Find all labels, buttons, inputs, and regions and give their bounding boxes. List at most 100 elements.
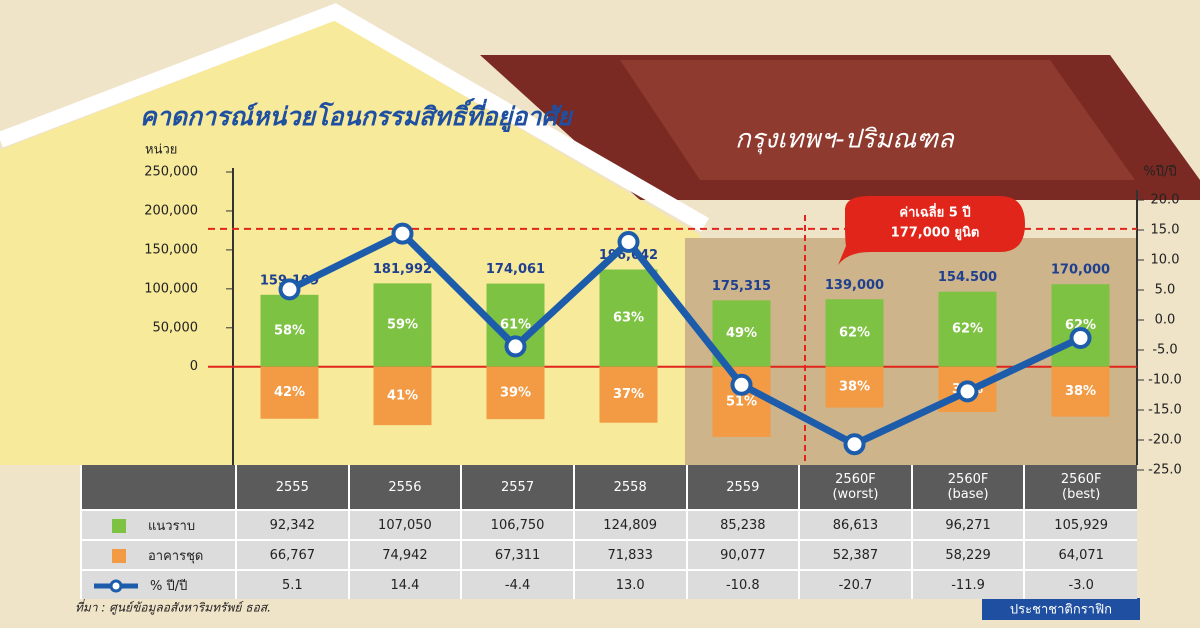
y2-tick-label: 20.0 — [1151, 193, 1180, 208]
line-marker — [617, 231, 640, 253]
legend-swatch — [112, 549, 126, 563]
legend-marker — [109, 579, 123, 593]
data-table: 2555 2556 2557 2558 2559 2560F (worst) 2560F (… — [80, 465, 1137, 599]
source: ที่มา : ศูนย์ข้อมูลอสังหาริมทรัพย์ ธอส. — [75, 599, 271, 616]
bar — [486, 366, 545, 420]
share-label: 38% — [839, 380, 870, 395]
y2-axis-label: %ปี/ปี — [1143, 164, 1176, 180]
total-label: 154.500 — [938, 270, 997, 285]
y2-tick-label: -20.0 — [1148, 433, 1182, 448]
y2-tick-label: 10.0 — [1151, 253, 1180, 268]
line-marker — [391, 222, 414, 245]
total-label: 175,315 — [712, 279, 771, 294]
table-row: แนวราบ 92,342 107,050 106,750 124,809 85,238 8… — [80, 509, 1137, 540]
share-label: 58% — [274, 323, 305, 338]
line-marker — [1069, 327, 1092, 349]
table-value: -3.0 — [1023, 569, 1137, 599]
legend-label: อาคารชุด — [148, 548, 204, 564]
share-label: 62% — [952, 322, 983, 337]
y-tick-label: 200,000 — [144, 203, 198, 218]
share-label: 61% — [500, 318, 531, 333]
legend-swatch — [112, 519, 126, 533]
table-value: 74,942 — [347, 539, 462, 570]
bar — [1051, 366, 1110, 417]
legend-line-icon — [94, 579, 138, 593]
chart-subtitle: กรุงเทพฯ-ปริมณฑล — [735, 125, 955, 155]
table-value: 14.4 — [347, 569, 462, 599]
share-label: 37% — [613, 387, 644, 402]
total-label: 174,061 — [486, 262, 545, 277]
legend-cell: แนวราบ — [80, 509, 236, 540]
roof-outline — [0, 3, 709, 232]
y-axis-label: หน่วย — [145, 143, 177, 158]
category-label: 2560F (worst) — [798, 465, 912, 510]
legend-label: % ปี/ปี — [150, 578, 188, 594]
table-value: 13.0 — [572, 569, 687, 599]
y-tick-label: 150,000 — [144, 242, 198, 257]
legend-cell: % ปี/ปี — [80, 569, 236, 599]
table-row: % ปี/ปี 5.1 14.4 -4.4 13.0 -10.8 -20.7 -11.9 -3.… — [80, 569, 1137, 599]
y-tick-label: 0 — [190, 359, 198, 374]
y2-tick-label: 15.0 — [1151, 223, 1180, 238]
y2-tick-label: 5.0 — [1155, 283, 1176, 298]
bar — [825, 366, 884, 408]
table-value: 71,833 — [572, 539, 687, 570]
y2-tick-label: -5.0 — [1152, 343, 1177, 358]
y-tick-label: 50,000 — [153, 320, 199, 335]
roof-shade — [620, 60, 1135, 180]
line — [287, 230, 1082, 448]
share-label: 39% — [500, 385, 531, 400]
bar — [373, 283, 432, 367]
table-value: 107,050 — [347, 509, 462, 540]
bar — [1051, 284, 1110, 367]
bar — [373, 366, 432, 426]
chart-title: คาดการณ์หน่วยโอนกรรมสิทธิ์ที่อยู่อาศัย — [140, 98, 574, 132]
share-label: 42% — [274, 385, 305, 400]
table-value: -11.9 — [910, 569, 1025, 599]
table-row: อาคารชุด 66,767 74,942 67,311 71,833 90,077 52… — [80, 539, 1137, 570]
share-label: 49% — [726, 326, 757, 341]
table-value: 52,387 — [798, 539, 912, 570]
annotation-text: 177,000 ยูนิต — [891, 226, 980, 241]
table-value: 58,229 — [910, 539, 1025, 570]
bar — [260, 294, 319, 367]
y2-tick-label: 0.0 — [1155, 313, 1176, 328]
table-value: 86,613 — [798, 509, 912, 540]
category-label: 2558 — [572, 465, 687, 510]
annotation-text: ค่าเฉลี่ย 5 ปี — [899, 203, 970, 221]
table-value: -20.7 — [798, 569, 912, 599]
legend-label: แนวราบ — [148, 518, 196, 534]
table-value: -4.4 — [460, 569, 574, 599]
table-value: 85,238 — [685, 509, 800, 540]
category-label: 2555 — [235, 465, 349, 510]
table-value: 66,767 — [235, 539, 349, 570]
table-value: 124,809 — [572, 509, 687, 540]
y-tick-label: 250,000 — [144, 165, 198, 180]
category-label: 2556 — [347, 465, 462, 510]
table-value: 92,342 — [235, 509, 349, 540]
table-value: 64,071 — [1023, 539, 1137, 570]
bar — [938, 291, 997, 367]
y2-tick-label: -10.0 — [1148, 373, 1182, 388]
line-marker — [730, 373, 753, 396]
total-label: 170,000 — [1051, 263, 1110, 278]
category-label: 2557 — [460, 465, 574, 510]
category-label: 2560F (base) — [910, 465, 1025, 510]
table-value: 90,077 — [685, 539, 800, 570]
line-marker — [956, 380, 979, 403]
y2-tick-label: -15.0 — [1148, 403, 1182, 418]
y2-tick-label: -25.0 — [1148, 463, 1182, 478]
header-blank — [80, 465, 236, 510]
credit: ประชาชาติกราฟิก — [1010, 603, 1112, 618]
share-label: 63% — [613, 311, 644, 326]
share-label: 62% — [1065, 318, 1096, 333]
y-tick-label: 100,000 — [144, 281, 198, 296]
share-label: 59% — [387, 318, 418, 333]
bar — [599, 269, 658, 367]
table-value: 67,311 — [460, 539, 574, 570]
share-label: 62% — [839, 326, 870, 341]
category-label: 2559 — [685, 465, 800, 510]
category-label: 2560F (best) — [1023, 465, 1137, 510]
